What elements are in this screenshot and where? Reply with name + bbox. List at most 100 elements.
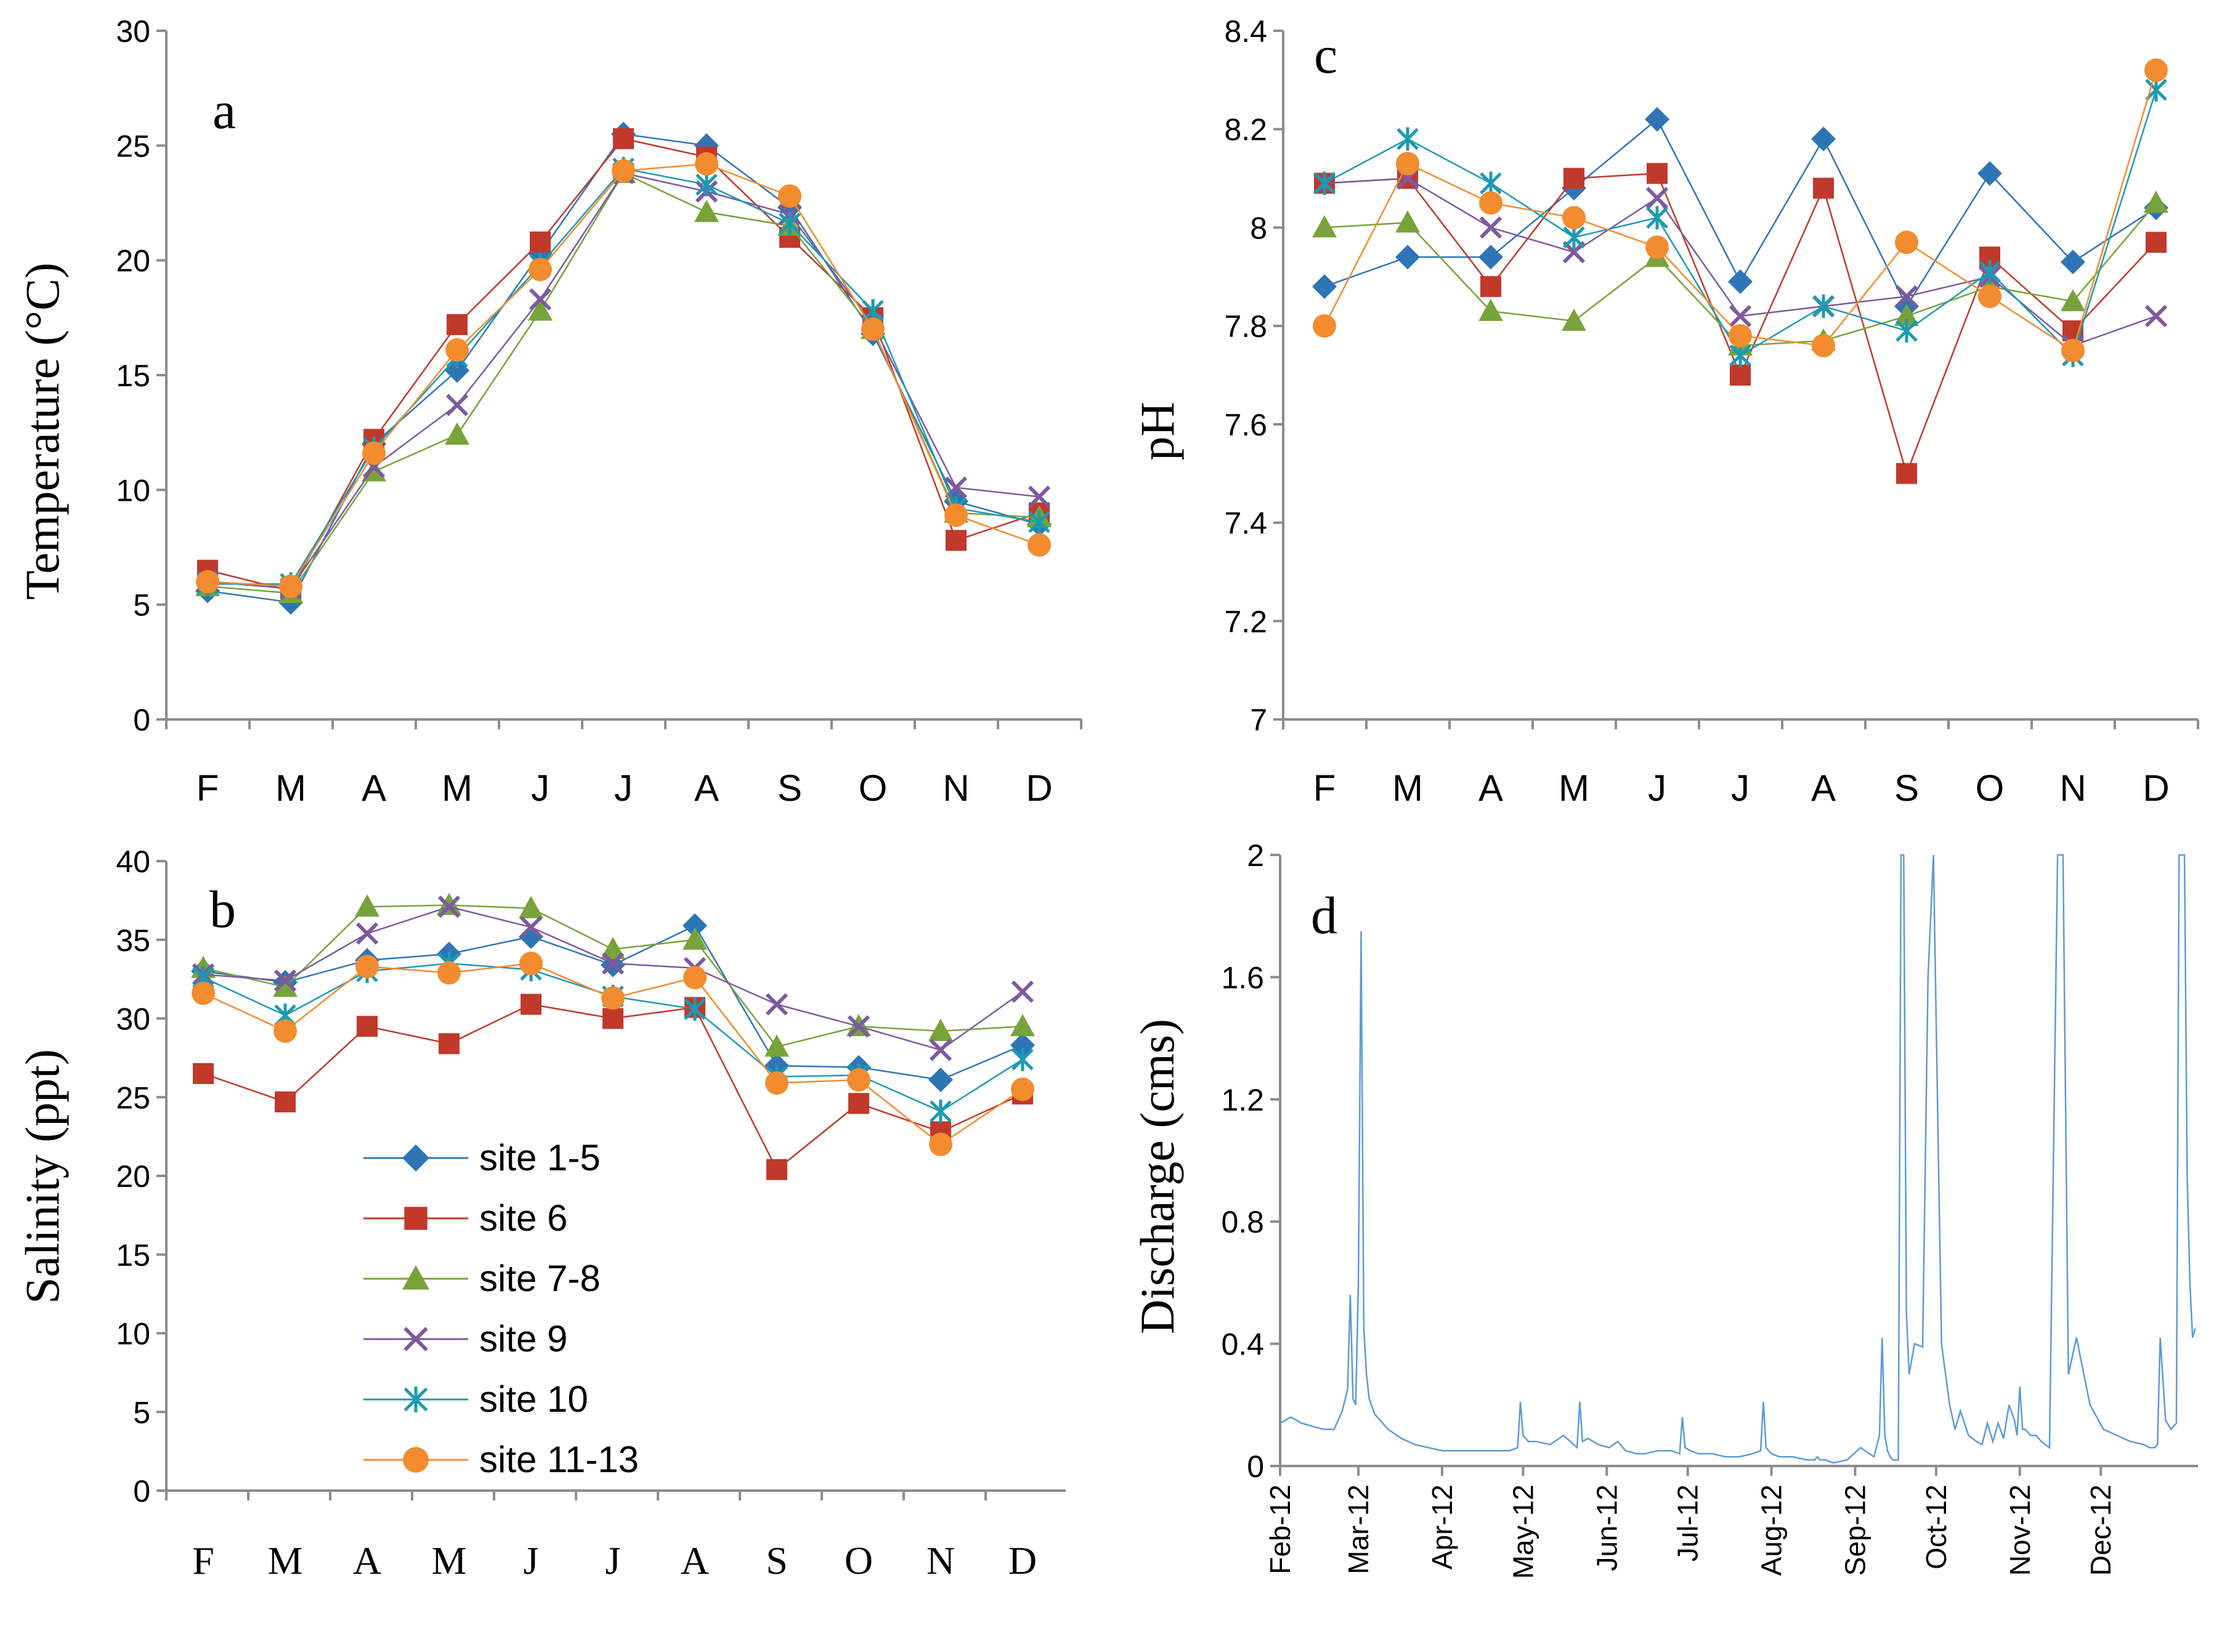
data-point xyxy=(1563,225,1585,249)
panel-letter-b: b xyxy=(209,880,236,939)
y-tick-label: 7 xyxy=(1250,703,1267,737)
data-point xyxy=(1395,210,1420,233)
data-point xyxy=(2144,305,2168,328)
y-tick-label: 0 xyxy=(1247,1449,1264,1484)
x-tick-label: S xyxy=(766,1539,788,1582)
x-tick-label: Mar-12 xyxy=(1342,1484,1374,1574)
data-point xyxy=(779,212,801,236)
data-point xyxy=(1730,365,1751,386)
data-point xyxy=(196,570,219,594)
x-tick-label: J xyxy=(614,767,633,809)
data-point xyxy=(1813,177,1834,199)
data-point xyxy=(1645,235,1669,259)
x-tick-label: O xyxy=(845,1539,873,1582)
y-tick-label: 7.4 xyxy=(1224,506,1267,541)
x-tick-label: Apr-12 xyxy=(1426,1484,1458,1569)
x-tick-label: D xyxy=(1026,767,1052,809)
legend-marker xyxy=(404,1207,428,1230)
legend-marker xyxy=(402,1265,429,1290)
y-tick-label: 7.8 xyxy=(1224,309,1267,344)
data-point xyxy=(1895,285,1918,308)
discharge-line xyxy=(1279,854,2196,1464)
data-point xyxy=(601,952,625,975)
panel-letter-a: a xyxy=(213,81,236,140)
y-tick-label: 0.8 xyxy=(1221,1205,1264,1239)
data-point xyxy=(847,1068,870,1092)
salinity-panel: Salinity (ppt) b 0 5 10 15 20 25 30 35 40 F M A M J J… xyxy=(15,844,1066,1582)
data-point xyxy=(861,317,885,341)
x-tick-label: N xyxy=(943,767,969,809)
x-tick-label: A xyxy=(1478,767,1503,809)
legend-marker xyxy=(403,1387,428,1412)
y-tick-label: 10 xyxy=(116,473,150,508)
x-tick-label: Oct-12 xyxy=(1920,1484,1952,1569)
data-point xyxy=(1010,1014,1035,1037)
x-tick-label: S xyxy=(1894,767,1919,809)
data-point xyxy=(362,441,386,465)
data-point xyxy=(929,1132,952,1156)
x-tick-label: A xyxy=(681,1539,709,1582)
data-point xyxy=(1563,168,1584,189)
data-point xyxy=(1397,127,1419,151)
data-point xyxy=(1729,305,1752,328)
data-point xyxy=(519,896,543,918)
data-point xyxy=(601,986,625,1010)
y-tick-label: 10 xyxy=(116,1317,150,1351)
data-point xyxy=(2061,289,2085,312)
x-tick-label: D xyxy=(2143,767,2169,809)
x-tick-label: D xyxy=(1008,1539,1037,1582)
ph-axis-label: pH xyxy=(1130,402,1184,460)
legend-label: site 11-13 xyxy=(479,1439,639,1480)
data-point xyxy=(357,1016,378,1037)
data-point xyxy=(2061,339,2085,363)
x-tick-label: N xyxy=(927,1539,955,1582)
x-tick-label: F xyxy=(197,767,219,809)
data-point xyxy=(1028,510,1050,534)
series-site-11-13 xyxy=(1313,58,2168,363)
x-tick-label: Nov-12 xyxy=(2004,1484,2036,1576)
x-tick-label: F xyxy=(192,1539,214,1582)
x-tick-label: M xyxy=(275,767,306,809)
legend-entry-site-11-13: site 11-13 xyxy=(363,1439,639,1480)
x-tick-label: M xyxy=(1559,767,1589,809)
legend-marker xyxy=(402,1144,429,1172)
data-point xyxy=(683,966,707,990)
data-point xyxy=(1647,163,1668,184)
legend-marker xyxy=(403,1447,429,1473)
legend: site 1-5 site 6 site 7-8 site 9 site 10 site … xyxy=(363,1137,639,1480)
temperature-panel: Temperature (°C) a 0 5 10 15 20 25 30 F M A M J J A S… xyxy=(15,14,1082,809)
legend-label: site 1-5 xyxy=(479,1137,601,1178)
legend-entry-site-1-5: site 1-5 xyxy=(363,1137,601,1178)
x-tick-label: Dec-12 xyxy=(2085,1484,2117,1576)
x-tick-label: M xyxy=(268,1539,303,1582)
data-point xyxy=(764,1034,789,1057)
data-point xyxy=(1011,1077,1034,1101)
legend-entry-site-10: site 10 xyxy=(363,1379,588,1420)
y-tick-label: 40 xyxy=(116,844,150,879)
x-tick-label: J xyxy=(531,767,549,809)
ph-panel: pH c 7 7.2 7.4 7.6 7.8 8 8.2 8.4 F M A M J J A S O N D xyxy=(1130,14,2199,809)
data-point xyxy=(1562,309,1586,331)
legend-entry-site-7-8: site 7-8 xyxy=(363,1258,601,1299)
panel-letter-d: d xyxy=(1311,886,1337,945)
x-tick-label: A xyxy=(362,767,386,809)
x-tick-label: Jul-12 xyxy=(1672,1484,1704,1561)
data-point xyxy=(1396,152,1419,176)
y-tick-label: 8.2 xyxy=(1224,113,1267,147)
legend-label: site 6 xyxy=(479,1197,567,1239)
data-point xyxy=(695,152,718,176)
y-tick-label: 15 xyxy=(116,1238,150,1273)
data-point xyxy=(1011,980,1034,1003)
salinity-axis-label: Salinity (ppt) xyxy=(15,1049,69,1304)
y-tick-label: 0 xyxy=(133,703,150,737)
x-tick-label: O xyxy=(1976,767,2005,809)
data-point xyxy=(778,184,801,208)
data-point xyxy=(930,1099,952,1124)
data-point xyxy=(1479,191,1502,215)
data-point xyxy=(279,574,302,598)
data-point xyxy=(683,927,707,950)
legend-label: site 7-8 xyxy=(479,1258,601,1299)
data-point xyxy=(1312,274,1337,299)
x-tick-label: M xyxy=(432,1539,467,1582)
